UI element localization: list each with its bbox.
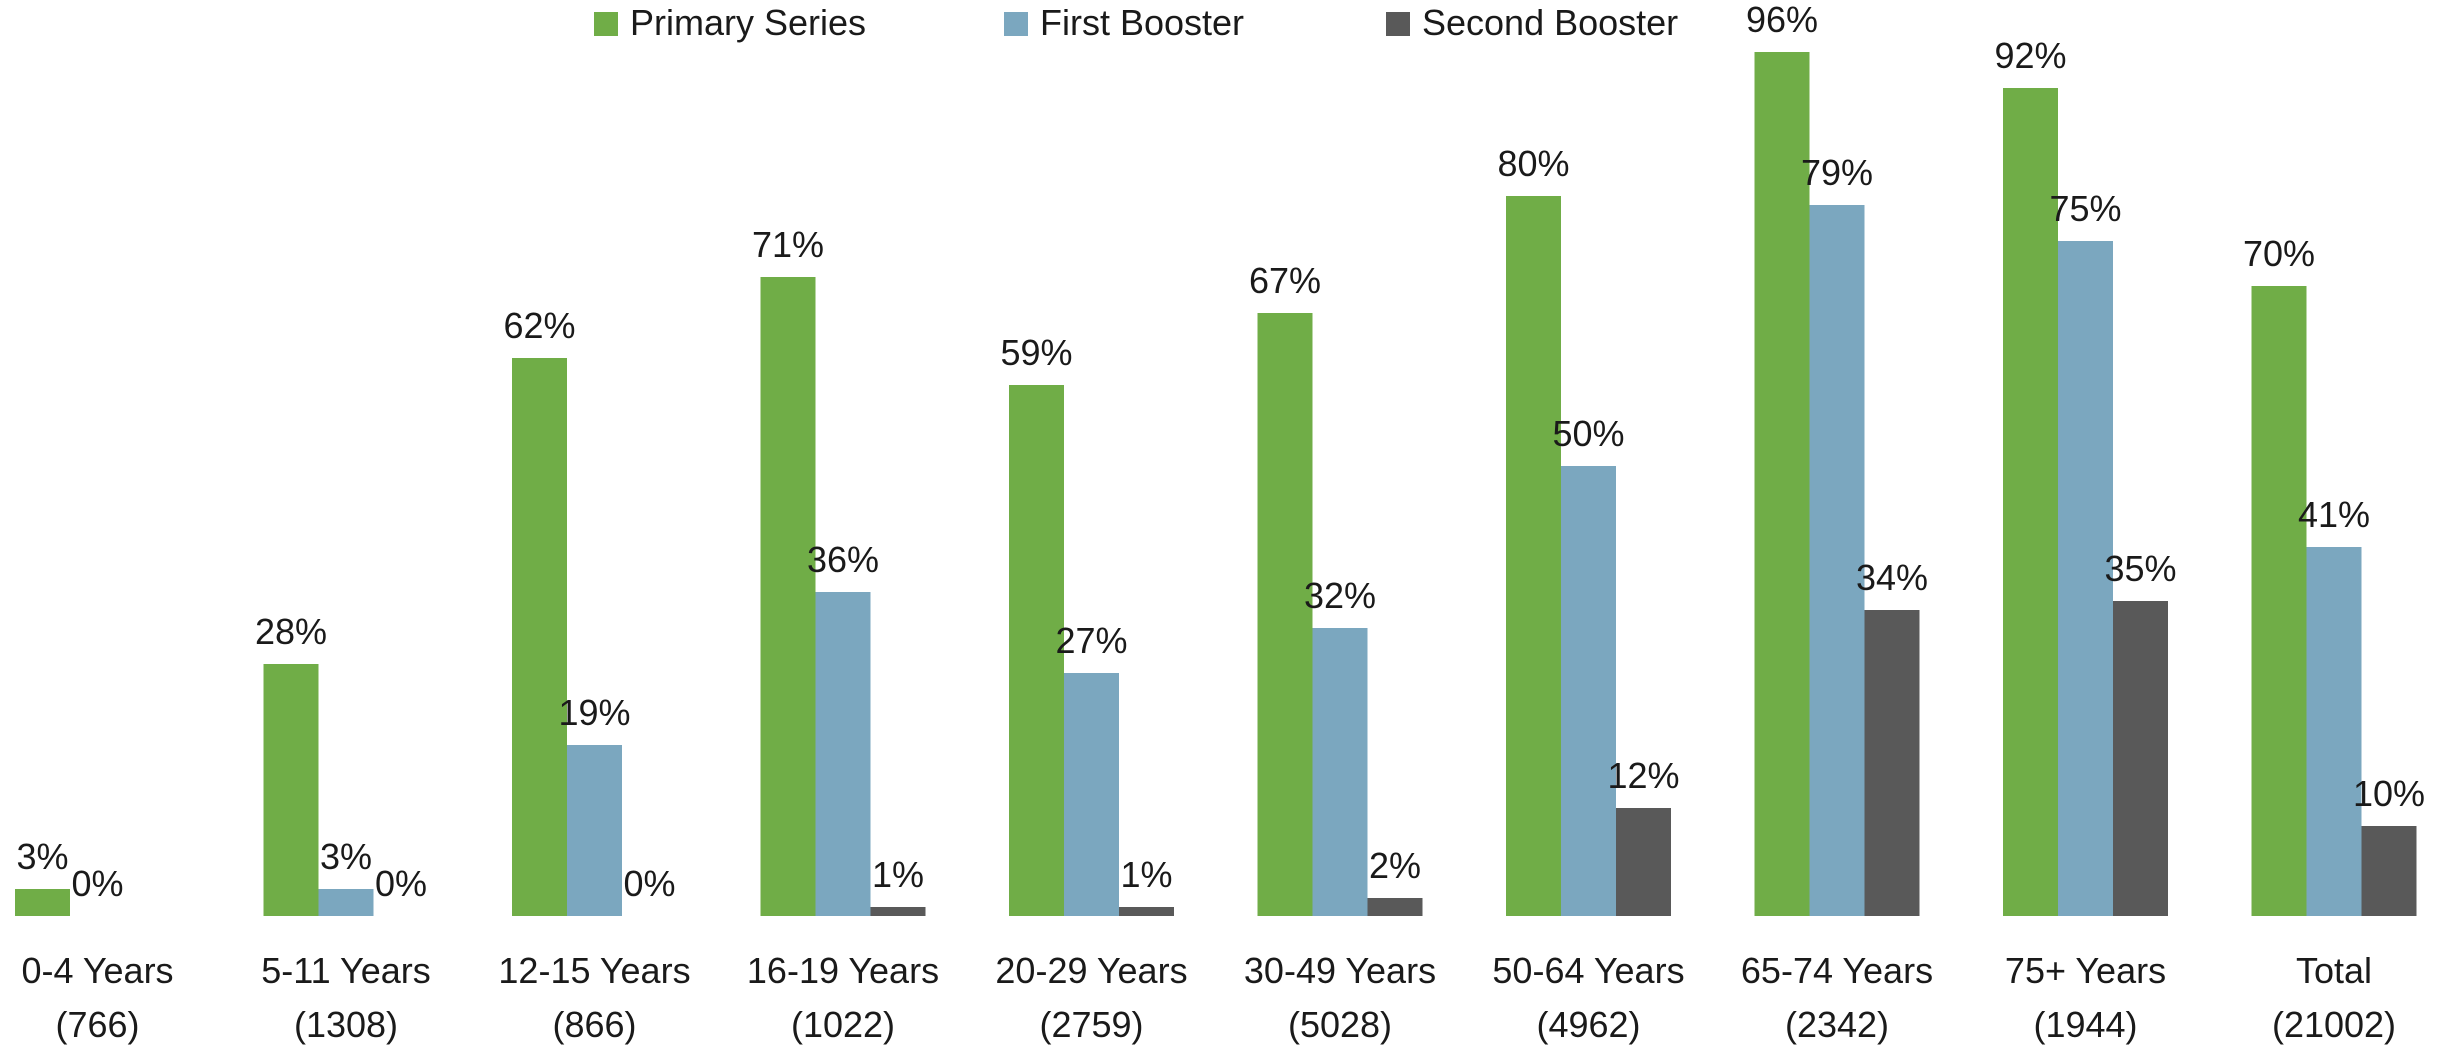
legend-label: First Booster	[1040, 2, 1244, 43]
bar	[1064, 673, 1119, 916]
data-label: 12%	[1607, 755, 1679, 796]
legend-swatch	[594, 12, 618, 36]
data-label: 41%	[2298, 494, 2370, 535]
bar	[2251, 286, 2307, 916]
legend-swatch	[1386, 12, 1410, 36]
category-label: 16-19 Years	[747, 950, 939, 991]
category-label: 0-4 Years	[21, 950, 173, 991]
bar	[1312, 628, 1368, 916]
bar	[760, 277, 816, 916]
data-label: 2%	[1369, 845, 1421, 886]
data-label: 0%	[71, 863, 123, 904]
data-label: 92%	[1994, 35, 2066, 76]
bar	[1506, 196, 1561, 916]
category-count-label: (1308)	[294, 1004, 398, 1045]
bar	[1616, 808, 1671, 916]
legend: Primary Series First Booster Second Booste…	[594, 2, 1678, 43]
data-label: 35%	[2104, 548, 2176, 589]
data-label: 36%	[807, 539, 879, 580]
data-label: 50%	[1552, 413, 1624, 454]
bar	[2113, 601, 2168, 916]
data-label: 3%	[320, 836, 372, 877]
category-label: 12-15 Years	[498, 950, 690, 991]
category-label: 5-11 Years	[261, 950, 430, 991]
data-label: 0%	[623, 863, 675, 904]
bar	[1561, 466, 1616, 916]
bar	[2306, 547, 2362, 916]
data-label: 59%	[1000, 332, 1072, 373]
bar	[567, 745, 622, 916]
legend-label: Second Booster	[1422, 2, 1678, 43]
bar	[1119, 907, 1174, 916]
data-label: 28%	[255, 611, 327, 652]
data-label: 62%	[503, 305, 575, 346]
data-label: 71%	[752, 224, 824, 265]
data-label: 32%	[1304, 575, 1376, 616]
data-label: 80%	[1497, 143, 1569, 184]
data-label: 19%	[558, 692, 630, 733]
data-label: 27%	[1055, 620, 1127, 661]
data-label: 3%	[16, 836, 68, 877]
category-count-label: (2342)	[1785, 1004, 1889, 1045]
bar	[2003, 88, 2058, 916]
bar	[2058, 241, 2113, 916]
bar	[318, 889, 374, 916]
category-label: 75+ Years	[2005, 950, 2166, 991]
category-label: Total	[2296, 950, 2372, 991]
bar	[815, 592, 871, 916]
bar	[1367, 898, 1423, 916]
category-count-label: (766)	[55, 1004, 139, 1045]
data-label: 67%	[1249, 260, 1321, 301]
bars	[15, 52, 2417, 916]
category-label: 20-29 Years	[995, 950, 1187, 991]
bar	[1754, 52, 1810, 916]
category-count-label: (4962)	[1536, 1004, 1640, 1045]
bar	[870, 907, 926, 916]
data-label: 10%	[2353, 773, 2425, 814]
bar	[1809, 205, 1865, 916]
data-label: 70%	[2243, 233, 2315, 274]
data-label: 1%	[1120, 854, 1172, 895]
data-label: 96%	[1746, 0, 1818, 40]
bar	[1009, 385, 1064, 916]
data-label: 0%	[375, 863, 427, 904]
data-label: 79%	[1801, 152, 1873, 193]
bar	[1257, 313, 1313, 916]
bar	[263, 664, 319, 916]
data-label: 34%	[1856, 557, 1928, 598]
data-label: 1%	[872, 854, 924, 895]
category-label: 30-49 Years	[1244, 950, 1436, 991]
category-count-label: (1022)	[791, 1004, 895, 1045]
category-count-label: (5028)	[1288, 1004, 1392, 1045]
bar	[2361, 826, 2417, 916]
category-count-label: (1944)	[2033, 1004, 2137, 1045]
bar	[15, 889, 70, 916]
category-label: 50-64 Years	[1492, 950, 1684, 991]
category-count-label: (866)	[552, 1004, 636, 1045]
category-count-label: (21002)	[2272, 1004, 2396, 1045]
bar	[1864, 610, 1920, 916]
legend-swatch	[1004, 12, 1028, 36]
category-labels: 0-4 Years (766) 5-11 Years (1308) 12-15 Year…	[21, 950, 2396, 1045]
value-labels: 3%0%28%3%0%62%19%0%71%36%1%59%27%1%67%32…	[16, 0, 2425, 904]
category-label: 65-74 Years	[1741, 950, 1933, 991]
category-count-label: (2759)	[1039, 1004, 1143, 1045]
bar	[512, 358, 567, 916]
legend-label: Primary Series	[630, 2, 866, 43]
data-label: 75%	[2049, 188, 2121, 229]
